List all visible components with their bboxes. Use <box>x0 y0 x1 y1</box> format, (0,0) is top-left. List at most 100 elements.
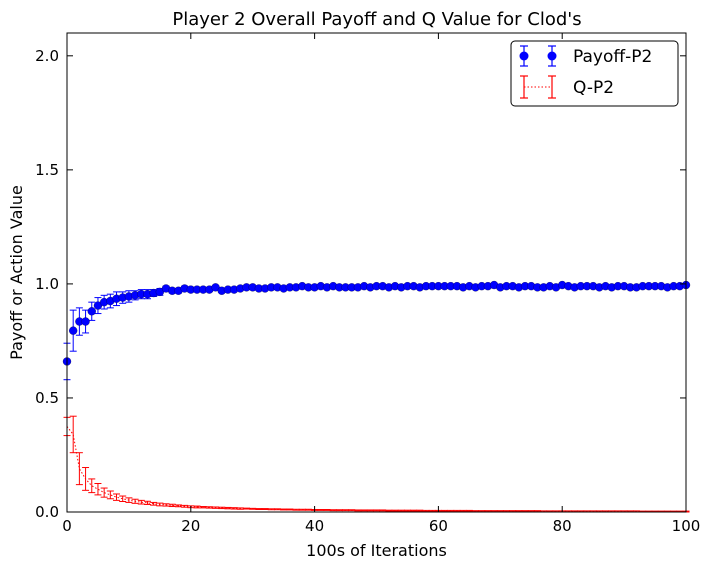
legend-key-payoff-p2 <box>519 45 557 67</box>
q-p2-errorbar <box>82 467 90 491</box>
q-p2-errorbar <box>484 510 492 513</box>
q-p2-errorbar <box>224 506 232 510</box>
q-p2-errorbar <box>509 510 517 513</box>
q-p2-errorbar <box>422 509 430 512</box>
q-p2-errorbar <box>255 508 263 510</box>
q-p2-errorbar <box>199 506 207 509</box>
q-p2-errorbar <box>453 509 461 512</box>
q-p2-errorbar <box>329 509 337 512</box>
q-p2-errorbar <box>88 478 96 494</box>
q-p2-errorbar <box>403 509 411 512</box>
q-p2-errorbar <box>181 504 189 508</box>
plot-frame <box>66 32 687 513</box>
q-p2-errorbar <box>75 452 83 486</box>
q-p2-errorbar <box>521 510 529 513</box>
y-tick-label: 1.0 <box>35 275 59 293</box>
q-p2-errorbar <box>317 508 325 511</box>
q-p2-errorbar <box>416 509 424 512</box>
q-p2-errorbar <box>119 495 127 503</box>
q-p2-errorbar <box>360 509 368 512</box>
legend-key-q-p2 <box>520 75 556 99</box>
x-axis-label: 100s of Iterations <box>306 541 447 560</box>
q-p2-errorbar <box>465 509 473 512</box>
q-p2-errorbar <box>502 510 510 513</box>
q-p2-errorbar <box>472 510 480 513</box>
q-p2-errorbar <box>373 509 380 512</box>
payoff-p2-point <box>81 317 90 326</box>
q-p2-errorbar <box>441 509 449 512</box>
x-tick-label: 40 <box>305 517 324 535</box>
q-p2-errorbar <box>273 508 281 511</box>
q-p2-line <box>66 426 686 513</box>
q-p2-errorbar <box>354 509 362 512</box>
x-tick-label: 100 <box>672 517 701 535</box>
q-p2-errorbar <box>143 500 151 505</box>
q-p2-errorbar <box>243 507 251 510</box>
q-p2-errorbar <box>348 509 356 512</box>
q-p2-errorbar <box>230 507 238 510</box>
q-p2-errorbar <box>106 490 114 500</box>
q-p2-errorbar <box>490 510 498 513</box>
q-p2-errorbar <box>100 487 108 498</box>
q-p2-errorbar <box>379 509 387 512</box>
q-p2-errorbar <box>342 509 350 512</box>
y-axis-label: Payoff or Action Value <box>7 185 26 360</box>
x-tick-label: 80 <box>553 517 572 535</box>
q-p2-errorbar <box>397 509 405 512</box>
legend: Payoff-P2 Q-P2 <box>510 40 679 107</box>
q-p2-errorbar <box>261 508 269 510</box>
q-p2-errorbar <box>335 509 343 512</box>
q-p2-errorbar <box>366 509 374 512</box>
x-tick-label: 0 <box>62 517 72 535</box>
chart-title: Player 2 Overall Payoff and Q Value for … <box>172 9 581 30</box>
q-p2-errorbar <box>323 508 331 511</box>
q-p2-errorbar <box>193 505 201 509</box>
q-p2-errorbar <box>391 509 399 512</box>
q-p2-errorbar <box>205 506 213 509</box>
q-p2-errorbar <box>212 506 220 509</box>
legend-label-payoff-p2: Payoff-P2 <box>573 47 652 67</box>
plot-series <box>62 280 691 513</box>
legend-label-q-p2: Q-P2 <box>573 78 614 98</box>
q-p2-errorbar <box>174 504 182 508</box>
q-p2-errorbar <box>162 503 170 507</box>
q-p2-errorbar <box>137 499 145 505</box>
q-p2-errorbar <box>447 509 455 512</box>
y-tick-label: 0.0 <box>35 503 59 521</box>
q-p2-errorbar <box>478 510 486 513</box>
q-p2-errorbar <box>385 509 393 512</box>
q-p2-errorbar <box>249 507 257 510</box>
q-p2-errorbar <box>131 498 139 504</box>
q-p2-errorbar <box>156 502 164 507</box>
q-p2-errorbar <box>125 497 133 503</box>
q-p2-errorbar <box>286 508 294 511</box>
q-p2-errorbar <box>298 508 306 511</box>
q-p2-errorbar <box>280 508 288 511</box>
q-p2-errorbar <box>150 501 158 506</box>
q-p2-errorbar <box>496 510 504 513</box>
q-p2-errorbar <box>459 509 467 512</box>
q-p2-errorbar <box>527 510 535 513</box>
q-p2-errorbar <box>113 493 121 501</box>
q-p2-errorbar <box>515 510 523 513</box>
q-p2-errorbar <box>267 508 275 511</box>
y-tick-label: 2.0 <box>35 47 59 65</box>
q-p2-errorbar <box>410 509 418 512</box>
q-p2-errorbar <box>304 508 312 511</box>
y-tick-label: 0.5 <box>35 389 59 407</box>
q-p2-errorbar <box>168 503 176 508</box>
x-tick-label: 60 <box>429 517 448 535</box>
payoff-p2-point <box>87 307 96 316</box>
q-p2-errorbar <box>94 482 102 496</box>
q-p2-errorbar <box>236 507 244 510</box>
q-p2-errorbar <box>533 510 541 513</box>
q-p2-errorbar <box>69 415 77 454</box>
payoff-p2-point <box>69 326 78 335</box>
q-p2-errorbar <box>218 506 226 510</box>
y-tick-label: 1.5 <box>35 161 59 179</box>
q-p2-errorbar <box>292 508 300 511</box>
axis-ticks: 0 20 40 60 80 100 0.0 0.5 1.0 1.5 2.0 <box>35 33 700 535</box>
x-tick-label: 20 <box>181 517 200 535</box>
q-p2-errorbar <box>428 509 436 512</box>
